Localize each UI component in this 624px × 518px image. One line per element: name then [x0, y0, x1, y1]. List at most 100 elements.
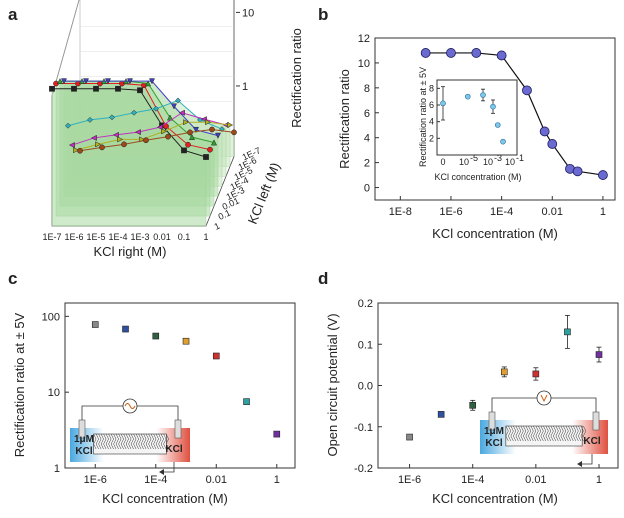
- panel-a-point: [73, 147, 80, 154]
- panel-label-b: b: [318, 5, 328, 24]
- pd-arrow-head: [577, 461, 582, 467]
- panel-a-z-tick: 10: [242, 7, 254, 19]
- pd-nanotube-lattice: [550, 425, 557, 442]
- panel-b-inset-x-tick-exp: -5: [470, 153, 478, 163]
- panel-a-point: [117, 136, 124, 143]
- panel-b-inset-point: [480, 92, 486, 98]
- pd-nanotube-lattice: [570, 425, 577, 442]
- pc-nanotube-lattice: [118, 433, 124, 450]
- pd-electrode-right: [592, 411, 600, 431]
- panel-a-point: [205, 119, 212, 126]
- panel-b-ylabel: Rectification ratio: [337, 69, 352, 169]
- panel-b-inset-xlabel: KCl concentration (M): [434, 172, 521, 182]
- panel-b-point: [598, 170, 608, 180]
- pc-nanotube-lattice: [98, 433, 104, 450]
- panel-d-y-tick: -0.2: [354, 463, 373, 475]
- pc-nanotube-lattice: [153, 433, 159, 450]
- panel-c-xlabel: KCl concentration (M): [102, 491, 228, 506]
- panel-b-y-tick: 12: [358, 33, 370, 45]
- panel-a-point: [56, 78, 64, 85]
- panel-b-inset-point: [494, 122, 501, 128]
- panel-b-inset-point: [490, 103, 496, 110]
- panel-b-point: [572, 166, 583, 177]
- panel-d-y-tick: 0.1: [358, 339, 373, 351]
- panel-b-y-tick: 2: [364, 158, 370, 170]
- panel-a-point: [143, 137, 149, 144]
- panel-c-y-tick: 100: [42, 311, 60, 323]
- panel-a-point: [137, 87, 143, 94]
- panel-a-point: [99, 144, 105, 151]
- panel-a-point: [170, 103, 178, 110]
- panel-a-point: [112, 131, 119, 138]
- pc-nanotube-lattice: [108, 433, 114, 450]
- panel-a-point: [185, 141, 191, 148]
- panel-a-point: [181, 147, 187, 154]
- panel-a-point: [77, 147, 83, 154]
- panel-a-point: [65, 122, 71, 129]
- panel-a-point: [187, 129, 193, 136]
- panel-b-point: [522, 85, 532, 96]
- panel-d-y-tick: 0.0: [358, 381, 373, 393]
- panel-b-xlabel: KCl concentration (M): [432, 226, 558, 241]
- panel-a-y-tick: 0.1: [217, 208, 233, 222]
- panel-d-x-tick: 1: [596, 474, 602, 486]
- panel-a-point: [214, 132, 222, 139]
- panel-c-point: [212, 352, 220, 360]
- panel-b-inset-y-tick: 4: [429, 117, 434, 127]
- panel-d-point: [532, 370, 540, 378]
- pc-nanotube-lattice: [128, 433, 134, 450]
- pd-nanotube-lattice: [565, 425, 572, 442]
- pc-nanotube-lattice: [163, 433, 169, 450]
- panel-b-point: [471, 48, 482, 58]
- pd-label-left-line1: 1μM: [484, 426, 504, 437]
- panel-a-point: [82, 78, 90, 85]
- pc-nanotube-lattice: [103, 433, 109, 450]
- panel-a-point: [134, 129, 141, 136]
- panel-a-point: [153, 105, 159, 112]
- panel-b-point: [539, 126, 550, 137]
- panel-d-x-tick: 0.01: [525, 474, 546, 486]
- panel-a-point: [109, 114, 115, 121]
- panel-b-inset-point: [500, 138, 506, 145]
- panel-a-xlabel: KCl right (M): [94, 244, 167, 259]
- pd-nanotube-lattice: [525, 425, 532, 442]
- panel-a-point: [131, 109, 137, 116]
- pd-nanotube-lattice: [575, 425, 582, 442]
- panel-a-point: [71, 85, 77, 92]
- panel-c-x-tick: 1E-4: [144, 474, 167, 486]
- panel-a-point: [49, 85, 55, 92]
- panel-b-inset-ylabel: Rectification ratio at ± 5V: [418, 67, 428, 167]
- panel-b-point: [496, 50, 507, 61]
- panel-a-point: [126, 78, 134, 85]
- panel-b-inset-x-tick-exp: -1: [516, 153, 524, 163]
- panel-c-point: [182, 337, 190, 345]
- panel-a-series-line: [79, 128, 235, 152]
- panel-b-inset-frame: [436, 79, 518, 156]
- panel-a-point: [148, 78, 156, 85]
- panel-a-point: [104, 78, 112, 85]
- pd-label-right: KCl: [583, 436, 600, 447]
- panel-a-point: [144, 80, 152, 87]
- panel-b-inset-x-tick: 10: [483, 157, 493, 167]
- panel-label-a: a: [8, 5, 18, 24]
- panel-b-inset-y-tick: 2: [429, 133, 434, 143]
- panel-c-x-tick: 1: [274, 474, 280, 486]
- panel-label-d: d: [318, 269, 328, 288]
- panel-a-x-tick: 0.1: [178, 232, 191, 242]
- panel-b-point: [446, 48, 456, 58]
- panel-b-inset-y-tick: 8: [429, 83, 434, 93]
- pd-nanotube-lattice: [510, 425, 517, 442]
- pc-nanotube-lattice: [133, 433, 139, 450]
- pd-voltmeter-icon: [540, 394, 548, 403]
- panel-b-inset-point: [440, 100, 446, 107]
- panel-b-x-tick: 1: [600, 206, 606, 218]
- pd-nanotube-lattice: [580, 425, 587, 442]
- panel-a-point: [192, 126, 200, 133]
- panel-a-x-tick: 1E-4: [108, 232, 127, 242]
- panel-b-point: [547, 139, 558, 149]
- panel-d-point: [595, 351, 603, 358]
- panel-a-point: [60, 78, 68, 85]
- panel-b-x-tick: 1E-4: [490, 206, 513, 218]
